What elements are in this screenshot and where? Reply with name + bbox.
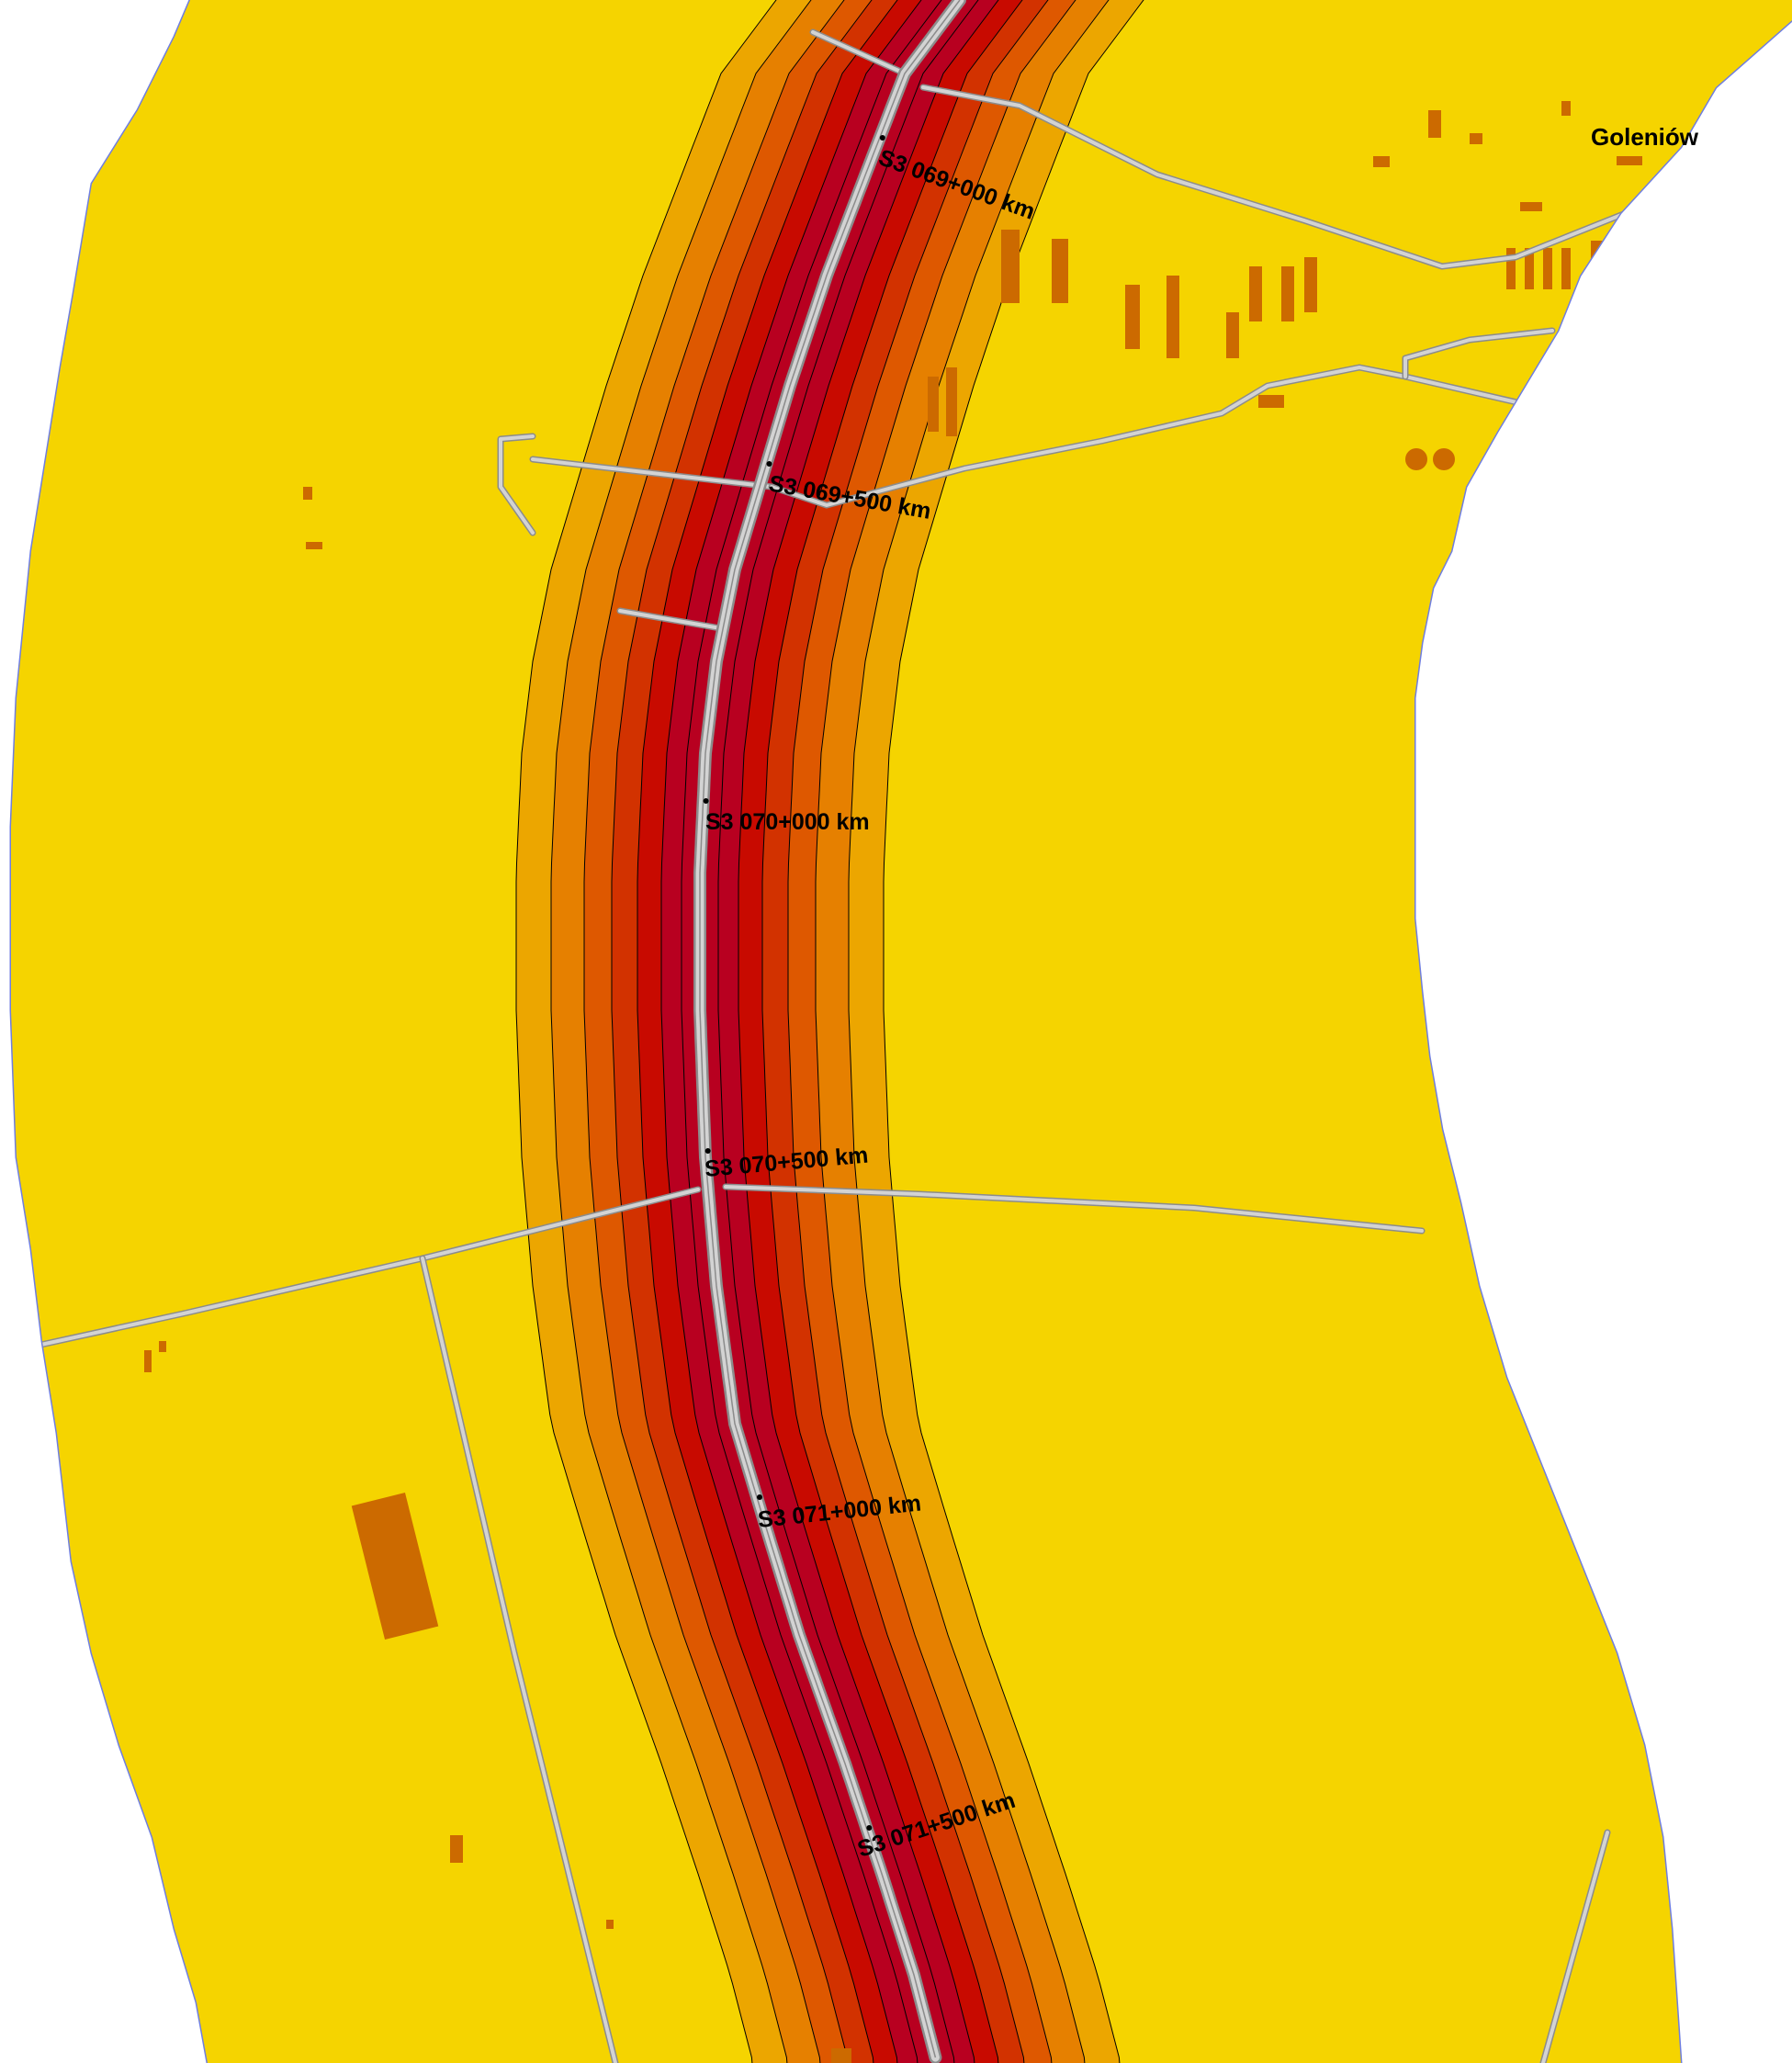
km-marker-point-5 [866,1825,873,1831]
km-marker-point-3 [704,1148,711,1154]
road-east-lower [724,1185,1424,1233]
km-marker-point-2 [703,798,709,804]
road-south-east [1541,1831,1609,2063]
building [1561,248,1571,289]
building [946,367,957,436]
building [1373,156,1390,167]
building [1617,156,1642,165]
building [1470,133,1482,144]
building [450,1835,463,1863]
road-west-upper [531,457,773,489]
building [831,2048,851,2063]
km-marker-point-4 [757,1494,762,1500]
building [351,1492,439,1640]
building [1405,448,1427,470]
building [144,1350,152,1372]
building [1520,202,1542,211]
km-marker-points [703,135,885,1831]
building [1525,248,1534,289]
s3-median-line [699,0,961,2058]
roads [33,28,1657,2063]
road-north-west [811,30,907,75]
building [306,542,322,549]
road-south-diagonal [421,1257,617,2063]
building [606,1920,614,1929]
building [1281,266,1294,321]
place-label-goleniow: Goleniów [1591,123,1699,151]
building [1249,266,1262,321]
building [1052,239,1068,303]
km-marker-point-0 [879,135,885,141]
building [1506,248,1516,289]
s3-expressway [693,0,966,2063]
road-access-upper [499,434,535,535]
building [1258,395,1284,408]
building [1304,257,1317,312]
road-east-upper [770,366,1527,507]
building [1166,276,1179,358]
building [1561,101,1571,116]
building [1433,448,1455,470]
km-label-070-000: S3 070+000 km [705,809,870,835]
noise-bands [515,0,1144,2063]
building [303,487,312,500]
building [1001,230,1020,303]
road-mid-ramp [618,609,727,631]
km-marker-point-1 [766,461,772,467]
building [928,377,939,432]
building [1543,248,1552,289]
road-north-east [921,85,1655,268]
buildings [144,101,1642,2063]
building [1428,110,1441,138]
road-east-branch [1403,329,1554,378]
building [159,1341,166,1352]
building [1125,285,1140,349]
building [1226,312,1239,358]
